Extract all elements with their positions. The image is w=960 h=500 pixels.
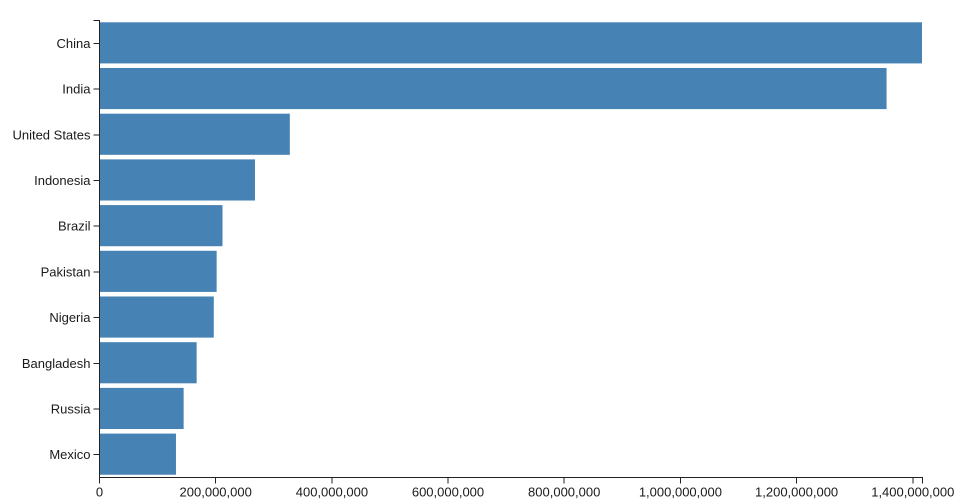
x-tick-label-1: 200,000,000 [180,485,252,500]
bar-russia [100,387,184,430]
bar-mexico [100,433,176,475]
x-tick-label-4: 800,000,000 [528,485,600,500]
x-tick-label-7: 1,400,000,000 [871,485,954,500]
x-tick-label-2: 400,000,000 [296,485,368,500]
y-tick-label-mexico: Mexico [49,447,90,462]
bar-bangladesh [100,342,197,384]
y-axis-line [93,20,100,478]
bar-pakistan [100,250,217,292]
y-tick-label-china: China [57,36,92,51]
y-tick-label-united-states: United States [12,127,91,142]
bar-china [100,22,922,64]
x-tick-label-3: 600,000,000 [412,485,484,500]
y-tick-label-russia: Russia [51,402,92,417]
y-tick-label-pakistan: Pakistan [41,264,91,279]
y-tick-label-india: India [62,82,91,97]
bar-brazil [100,205,223,247]
y-tick-label-brazil: Brazil [58,219,91,234]
bar-nigeria [100,296,214,338]
x-tick-label-6: 1,200,000,000 [755,485,838,500]
x-tick-label-0: 0 [96,485,103,500]
bar-united-states [100,113,290,155]
bar-india [100,67,887,110]
x-tick-label-5: 1,000,000,000 [639,485,722,500]
x-axis-line [99,477,923,484]
bar-indonesia [100,159,255,201]
y-tick-label-nigeria: Nigeria [49,310,91,325]
y-tick-label-bangladesh: Bangladesh [22,356,91,371]
y-tick-label-indonesia: Indonesia [34,173,91,188]
